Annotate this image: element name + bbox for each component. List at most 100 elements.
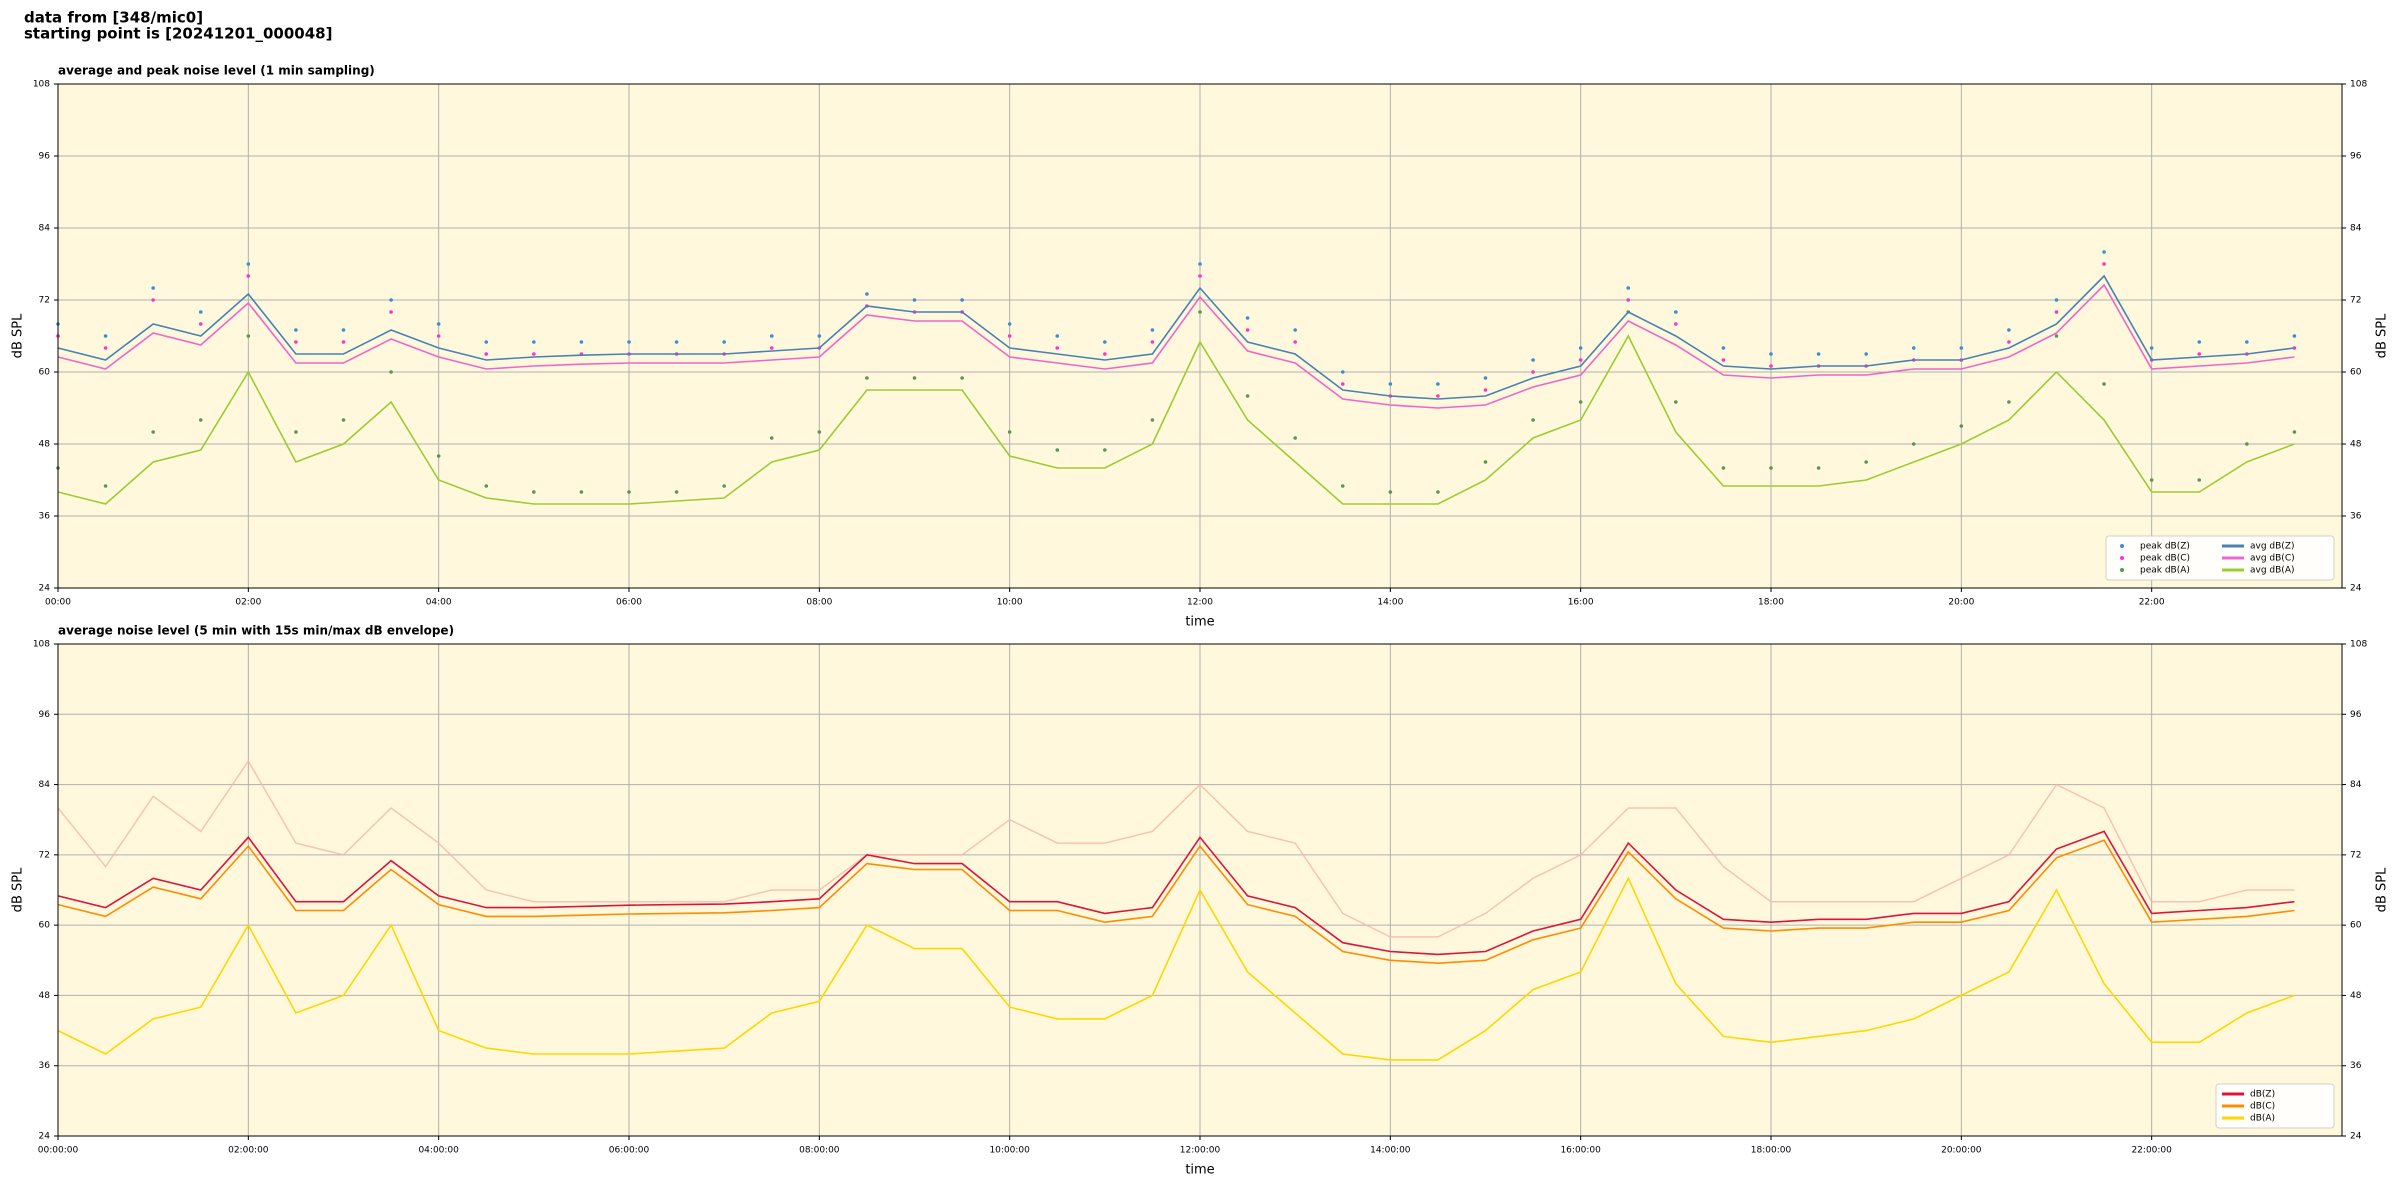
plot-frame (57, 83, 2343, 589)
x-tick-label: 04:00 (426, 598, 452, 608)
y2-tick-label: 60 (2350, 921, 2362, 931)
peak-point (1531, 370, 1535, 374)
y2-tick-label: 36 (2350, 1061, 2362, 1071)
peak-point (627, 340, 631, 344)
y2-tick-label: 96 (2350, 152, 2362, 162)
peak-point (1198, 274, 1202, 278)
x-axis-label: time (1185, 1163, 1214, 1178)
legend-box (2215, 1083, 2335, 1129)
peak-point (1103, 448, 1107, 452)
legend-marker (2120, 568, 2124, 572)
y2-tick-label: 60 (2350, 368, 2362, 378)
x-tick-label: 22:00 (2139, 598, 2165, 608)
peak-point (2007, 400, 2011, 404)
peak-point (1721, 346, 1726, 350)
peak-point (1674, 322, 1678, 326)
x-tick-label: 06:00 (616, 598, 642, 608)
x-tick-label: 00:00 (45, 598, 71, 608)
peak-point (1578, 346, 1583, 350)
x-tick-label: 18:00 (1758, 598, 1784, 608)
peak-point (2054, 334, 2059, 338)
peak-point (1721, 358, 1726, 362)
x-tick-label: 14:00 (1377, 598, 1403, 608)
legend-label: dB(A) (2250, 1114, 2275, 1124)
peak-point (1055, 334, 1060, 338)
x-tick-label: 08:00 (806, 598, 832, 608)
series-line (57, 283, 2295, 409)
peak-point (1674, 400, 1678, 404)
x-tick-label: 16:00 (1568, 598, 1594, 608)
peak-point (1007, 322, 1012, 326)
peak-point (1245, 394, 1250, 398)
peak-point (674, 490, 679, 494)
peak-point (865, 376, 869, 380)
x-tick-label: 02:00:00 (228, 1146, 269, 1156)
y2-axis-label: dB SPL (2375, 867, 2390, 912)
peak-point (1055, 448, 1060, 452)
peak-point (436, 454, 441, 458)
peak-point (2054, 310, 2059, 314)
peak-point (1531, 418, 1535, 422)
peak-point (1864, 460, 1868, 464)
peak-point (1293, 436, 1297, 440)
peak-point (2102, 250, 2106, 254)
peak-point (1150, 340, 1155, 344)
peak-point (1578, 400, 1583, 404)
peak-point (1198, 262, 1202, 266)
series-line (57, 334, 2295, 505)
peak-point (1293, 328, 1297, 332)
peak-point (151, 430, 155, 434)
y2-tick-label: 108 (2350, 80, 2367, 90)
y-tick-label: 48 (39, 440, 51, 450)
peak-point (1436, 490, 1440, 494)
peak-point (1103, 340, 1107, 344)
peak-point (769, 334, 774, 338)
peak-point (484, 484, 489, 488)
x-tick-label: 18:00:00 (1751, 1146, 1792, 1156)
peak-point (2197, 340, 2202, 344)
peak-point (341, 328, 346, 332)
peak-point (1531, 358, 1535, 362)
series-line (57, 830, 2295, 956)
peak-point (1959, 424, 1964, 428)
peak-point (1769, 364, 1773, 368)
envelope-line (57, 759, 2295, 938)
peak-point (1578, 358, 1583, 362)
peak-point (865, 292, 869, 296)
peak-point (2149, 346, 2154, 350)
y-tick-label: 72 (39, 296, 50, 306)
page-subtitle: starting point is [20241201_000048] (24, 25, 332, 43)
peak-point (2102, 382, 2106, 386)
peak-point (1007, 430, 1012, 434)
legend-label: peak dB(Z) (2140, 542, 2190, 552)
peak-point (1340, 382, 1345, 386)
y2-tick-label: 96 (2350, 710, 2362, 720)
peak-point (1816, 466, 1821, 470)
series-line (57, 274, 2295, 400)
y-tick-label: 84 (39, 780, 51, 790)
y2-tick-label: 72 (2350, 850, 2361, 860)
peak-point (1626, 298, 1631, 302)
y-tick-label: 36 (39, 1061, 51, 1071)
legend-label: peak dB(C) (2140, 554, 2190, 564)
peak-point (2054, 298, 2059, 302)
chart-title: average noise level (5 min with 15s min/… (58, 624, 454, 638)
y2-tick-label: 84 (2350, 224, 2362, 234)
peak-point (2007, 340, 2011, 344)
y2-tick-label: 108 (2350, 640, 2367, 650)
legend-label: dB(C) (2250, 1102, 2275, 1112)
x-tick-label: 06:00:00 (609, 1146, 650, 1156)
peak-point (2197, 352, 2202, 356)
peak-point (1769, 352, 1773, 356)
peak-point (722, 484, 726, 488)
peak-point (1340, 370, 1345, 374)
peak-point (1055, 346, 1060, 350)
y-tick-label: 72 (39, 850, 50, 860)
peak-point (1721, 466, 1726, 470)
peak-point (1245, 316, 1250, 320)
peak-point (389, 370, 393, 374)
x-tick-label: 20:00:00 (1941, 1146, 1982, 1156)
peak-point (198, 418, 203, 422)
peak-point (2292, 430, 2297, 434)
